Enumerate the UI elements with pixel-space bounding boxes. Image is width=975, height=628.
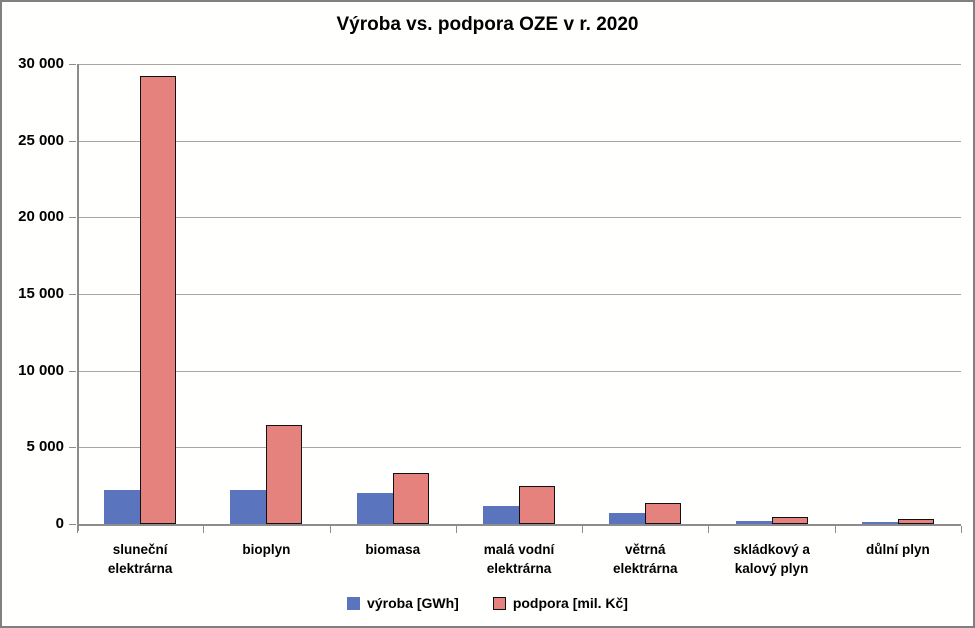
bar-podpora-1 [266, 425, 303, 524]
gridline [77, 370, 961, 372]
y-axis-tick-label: 25 000 [18, 131, 64, 149]
bar-podpora-2 [392, 473, 429, 524]
x-axis-line [77, 524, 961, 526]
x-axis-category-label: větrná elektrárna [613, 542, 678, 576]
bar-podpora-6 [897, 519, 934, 524]
bar-vyroba-4 [609, 513, 646, 524]
y-axis-tick-label: 5 000 [26, 438, 64, 456]
chart-title: Výroba vs. podpora OZE v r. 2020 [336, 14, 639, 35]
legend: výroba [GWh] podpora [mil. Kč] [2, 595, 973, 611]
bar-vyroba-5 [735, 520, 772, 524]
x-axis-category-label: důlní plyn [865, 542, 930, 557]
x-axis-category-label: biomasa [365, 542, 421, 557]
x-axis-category-label: malá vodní elektrárna [483, 542, 555, 576]
gridline [77, 140, 961, 142]
x-axis-tick [455, 526, 457, 533]
x-axis-category-label: skládkový a kalový plyn [733, 542, 810, 576]
gridline [77, 447, 961, 449]
gridline [77, 217, 961, 219]
bar-podpora-3 [519, 486, 555, 524]
bar-vyroba-2 [356, 493, 393, 524]
gridline [77, 64, 961, 65]
y-axis-tick [69, 447, 76, 449]
y-axis-tick [69, 294, 76, 295]
y-axis-tick-label: 30 000 [18, 55, 64, 72]
bar-podpora-5 [771, 517, 808, 524]
legend-label: výroba [GWh] [367, 595, 459, 611]
x-axis-tick [203, 526, 205, 533]
legend-item-vyroba: výroba [GWh] [347, 595, 459, 611]
bar-vyroba-3 [483, 505, 519, 524]
y-axis-tick [69, 140, 76, 142]
y-axis-tick-label: 0 [55, 515, 64, 532]
x-axis-tick [708, 526, 710, 533]
y-axis-tick [69, 64, 76, 65]
x-axis-tick [329, 526, 331, 533]
legend-swatch-icon [492, 596, 506, 610]
x-axis-category-label: bioplyn [242, 542, 291, 557]
x-axis-tick [834, 526, 836, 533]
legend-label: podpora [mil. Kč] [512, 595, 628, 611]
gridline [77, 294, 961, 295]
y-axis-line [77, 64, 79, 531]
y-axis-tick-label: 20 000 [18, 208, 64, 226]
plot-area [77, 64, 961, 524]
y-axis-tick [69, 217, 76, 219]
x-axis-tick [961, 526, 962, 533]
bar-vyroba-1 [230, 489, 267, 524]
bar-podpora-4 [645, 502, 682, 524]
y-axis-tick-label: 15 000 [18, 285, 64, 302]
x-axis-category-label: sluneční elektrárna [107, 542, 173, 576]
bar-vyroba-0 [104, 490, 141, 524]
x-axis-tick [77, 526, 78, 533]
y-axis-tick-label: 10 000 [18, 361, 64, 379]
x-axis-tick [582, 526, 584, 533]
legend-item-podpora: podpora [mil. Kč] [492, 595, 628, 611]
y-axis-tick [69, 524, 76, 525]
y-axis-tick [69, 370, 76, 372]
legend-swatch-icon [347, 596, 361, 610]
bar-podpora-0 [140, 76, 177, 524]
bar-vyroba-6 [861, 521, 898, 524]
